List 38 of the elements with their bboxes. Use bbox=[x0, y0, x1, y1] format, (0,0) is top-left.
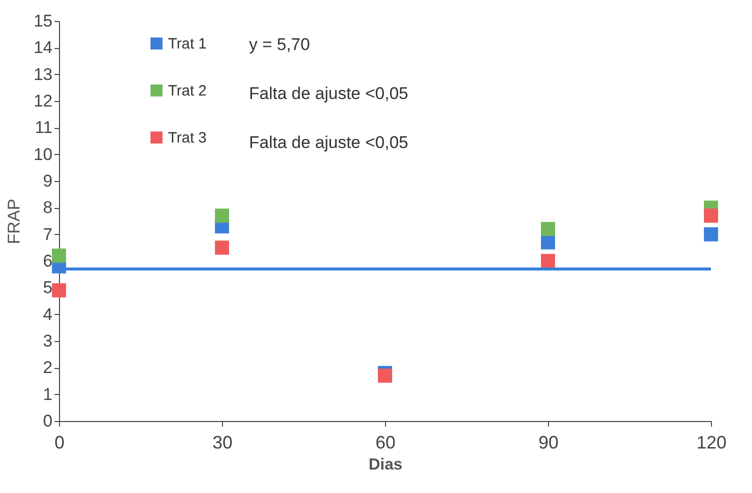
x-tick-label: 120 bbox=[696, 432, 727, 452]
y-tick-label: 2 bbox=[43, 358, 52, 378]
y-tick-label: 9 bbox=[43, 172, 52, 190]
y-tick-label: 6 bbox=[43, 252, 52, 270]
y-tick-label: 12 bbox=[34, 92, 52, 110]
y-tick-label: 15 bbox=[34, 12, 52, 30]
y-tick-label: 5 bbox=[43, 278, 52, 298]
y-tick-label: 14 bbox=[34, 38, 52, 58]
y-tick-label: 3 bbox=[43, 332, 52, 350]
point bbox=[52, 283, 66, 298]
y-axis-title: FRAP bbox=[4, 198, 24, 244]
legend-label: Trat 2 bbox=[168, 82, 207, 100]
y-tick-label: 13 bbox=[34, 64, 52, 84]
x-tick-label: 90 bbox=[538, 432, 559, 452]
legend-label: Trat 3 bbox=[168, 130, 207, 146]
point bbox=[704, 208, 718, 223]
annotation: Falta de ajuste <0,05 bbox=[249, 133, 408, 152]
point bbox=[540, 254, 556, 268]
y-tick-label: 0 bbox=[43, 412, 52, 430]
x-tick-label: 60 bbox=[375, 432, 396, 452]
point bbox=[378, 368, 392, 383]
y-tick-label: 4 bbox=[43, 304, 52, 324]
point bbox=[540, 222, 556, 236]
point bbox=[540, 235, 556, 250]
annotation: Falta de ajuste <0,05 bbox=[249, 84, 408, 103]
point bbox=[214, 208, 230, 223]
x-axis-title: Dias bbox=[368, 456, 402, 474]
y-tick-label: 7 bbox=[43, 224, 52, 244]
y-tick-label: 11 bbox=[34, 118, 52, 138]
point bbox=[214, 240, 230, 255]
y-tick-label: 1 bbox=[43, 384, 52, 404]
y-tick-label: 10 bbox=[34, 144, 52, 164]
point bbox=[52, 248, 66, 263]
y-tick-label: 8 bbox=[43, 198, 52, 218]
point bbox=[704, 227, 718, 242]
legend-label: Trat 1 bbox=[168, 36, 207, 52]
annotation: y = 5,70 bbox=[249, 35, 310, 54]
x-tick-label: 30 bbox=[212, 432, 233, 452]
